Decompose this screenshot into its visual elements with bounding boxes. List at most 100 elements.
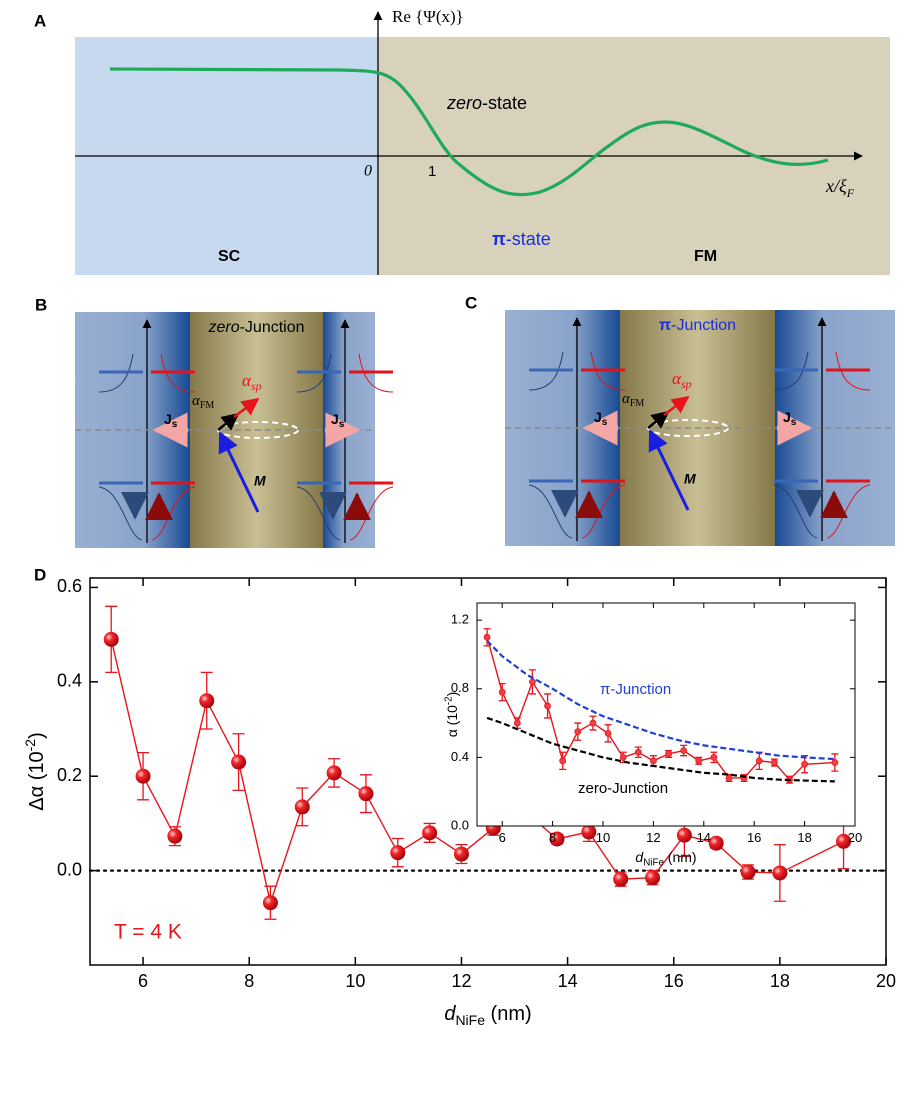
label-part: Δα (10 — [26, 751, 48, 810]
alpha-fm-label: αFM — [622, 391, 644, 409]
x-tick-label: 10 — [596, 830, 610, 845]
label-part: NiFe — [455, 1012, 485, 1028]
label-part: -state — [482, 93, 527, 113]
data-point — [453, 846, 469, 862]
data-point — [755, 757, 763, 765]
data-point — [645, 870, 661, 886]
x-tick-label: 6 — [138, 971, 148, 991]
x-tick-label: 12 — [451, 971, 471, 991]
data-point — [390, 845, 406, 861]
data-point — [676, 827, 692, 843]
data-point — [650, 757, 657, 765]
data-point — [581, 824, 597, 840]
label-part: NiFe — [643, 857, 664, 868]
x-tick-label: 8 — [549, 830, 556, 845]
y-axis-label: α (10-2) — [443, 692, 460, 738]
data-point — [604, 729, 612, 737]
label-part: s — [339, 419, 345, 430]
data-point — [422, 825, 438, 841]
data-point — [680, 747, 688, 754]
data-point — [103, 631, 119, 647]
label-part: (nm) — [664, 849, 697, 865]
label-part: sp — [681, 377, 692, 391]
data-point — [529, 678, 536, 686]
data-point — [167, 828, 183, 844]
x-tick-label: 10 — [345, 971, 365, 991]
spin-current-label: Js — [594, 409, 608, 428]
x-tick-label: 14 — [697, 830, 711, 845]
data-point — [634, 748, 642, 756]
label-part: π — [659, 317, 671, 334]
junction-panels: B zero-Junction αsp αFM M — [35, 293, 895, 548]
x-tick-label: 18 — [770, 971, 790, 991]
label-part: -Junction — [671, 317, 736, 334]
annotation: T = 4 K — [114, 921, 182, 944]
label-part: ) — [26, 732, 48, 739]
dos-curve — [296, 353, 332, 393]
data-point — [326, 765, 342, 781]
dos-curve — [98, 353, 134, 393]
label-part: -2 — [22, 739, 38, 752]
data-point — [725, 774, 733, 782]
fit-curve — [486, 639, 835, 761]
x-tick-label: 16 — [664, 971, 684, 991]
data-point — [740, 864, 756, 880]
label-part: α — [672, 369, 682, 388]
magnetization-arrow — [218, 431, 260, 513]
data-point — [358, 786, 374, 802]
data-point — [549, 831, 565, 847]
y-axis-label: Δα (10-2) — [22, 732, 49, 811]
tick-label: 1 — [428, 163, 436, 180]
data-point — [613, 871, 629, 887]
plot-frame — [89, 577, 887, 966]
curve-label: zero-state — [446, 93, 527, 113]
x-tick-label: 20 — [876, 971, 896, 991]
wave-curve — [109, 67, 829, 197]
dos-curve — [835, 351, 871, 391]
data-point — [483, 633, 491, 641]
data-point — [294, 799, 310, 815]
label-part: s — [172, 419, 178, 430]
x-tick-label: 8 — [244, 971, 254, 991]
data-point — [710, 753, 718, 761]
magnetization-label: M — [684, 471, 696, 487]
data-point — [559, 757, 567, 765]
label-part: (nm) — [485, 1003, 532, 1025]
data-point — [513, 719, 521, 727]
data-point — [831, 759, 839, 766]
series-label: zero-Junction — [578, 780, 668, 797]
inset-background — [477, 603, 855, 826]
series-label: π-Junction — [600, 681, 671, 698]
data-point — [619, 753, 627, 761]
data-point — [801, 760, 808, 768]
label-part: -2 — [443, 696, 454, 705]
dos-curve — [358, 353, 394, 393]
panel-a: A Re {Ψ(x)} zero-state 0 1 x/ξF π-state … — [34, 7, 890, 275]
panel-label: D — [34, 565, 46, 584]
data-point — [589, 719, 597, 727]
region-label: FM — [694, 248, 717, 265]
y-tick-label: 0.4 — [57, 671, 82, 691]
panel-c: C π-Junction αsp αFM M — [465, 293, 895, 546]
label-part: α (10 — [444, 705, 460, 737]
data-point — [544, 702, 551, 710]
x-tick-label: 18 — [797, 830, 811, 845]
data-point — [498, 688, 506, 696]
label-part: J — [331, 411, 339, 427]
data-point — [231, 754, 247, 770]
x-tick-label: 6 — [499, 830, 506, 845]
label-part: π — [492, 229, 506, 249]
data-point — [574, 728, 582, 736]
data-point — [695, 757, 703, 765]
label-part: FM — [200, 400, 215, 411]
alpha-sp-arrow — [663, 395, 690, 416]
label-part: J — [783, 409, 791, 425]
label-part: x/ξ — [825, 176, 847, 196]
panel-label: B — [35, 295, 47, 314]
y-tick-label: 1.2 — [451, 612, 469, 627]
x-tick-label: 14 — [558, 971, 578, 991]
x-axis-label: x/ξF — [825, 176, 855, 200]
x-tick-label: 12 — [646, 830, 660, 845]
